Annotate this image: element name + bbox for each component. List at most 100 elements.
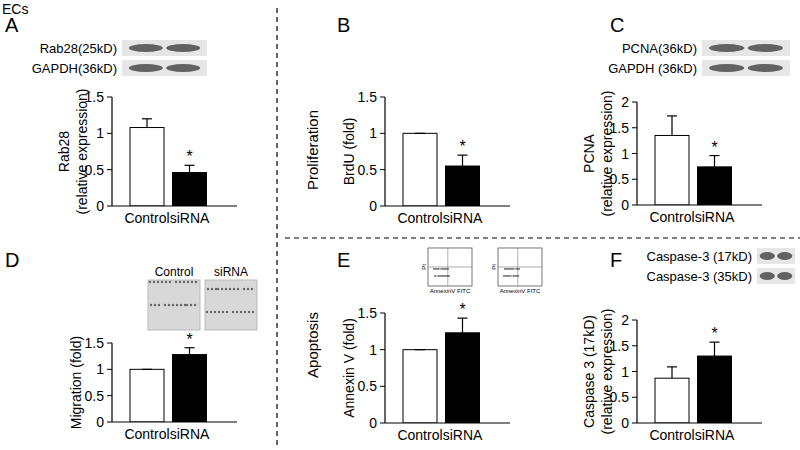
event-dot xyxy=(438,275,439,276)
marks xyxy=(403,133,480,206)
error-stem xyxy=(462,318,463,333)
bar xyxy=(655,378,689,423)
tick-mark xyxy=(107,343,112,344)
cell-dot xyxy=(154,304,156,306)
cell-dot xyxy=(195,281,197,283)
tick-mark xyxy=(107,169,112,170)
error-stem xyxy=(462,155,463,166)
event-dot xyxy=(506,268,507,269)
tick-label: 1.5 xyxy=(610,120,630,136)
quadrant-line xyxy=(428,267,472,268)
significance-mark: * xyxy=(186,148,192,165)
error-bar xyxy=(667,116,677,136)
event-dot xyxy=(448,275,449,276)
event-dot xyxy=(503,275,504,276)
axis-title: Annexin V (fold) xyxy=(341,318,357,418)
tick-mark xyxy=(380,313,385,314)
inset-axis-label: AnnexinV FITC xyxy=(500,288,541,294)
tick-label: 0 xyxy=(96,198,104,214)
event-dot xyxy=(438,275,439,276)
tick-label: 1.5 xyxy=(85,335,105,351)
cell-dot xyxy=(191,281,193,283)
tick-label: 1 xyxy=(621,146,629,162)
error-cap xyxy=(415,133,425,134)
error-stem xyxy=(671,367,672,378)
cell-dot xyxy=(244,311,246,313)
error-bar xyxy=(142,119,152,128)
tick-label: 0.5 xyxy=(358,378,378,394)
blot-lane xyxy=(757,268,795,284)
tick-label: 2 xyxy=(621,312,629,328)
flow-inset xyxy=(498,248,542,286)
bar xyxy=(173,355,207,422)
cell-dot xyxy=(252,311,254,313)
panel-letter: C xyxy=(610,14,624,36)
event-dot xyxy=(441,268,442,269)
event-dot xyxy=(434,275,435,276)
bar xyxy=(698,356,732,423)
marks xyxy=(403,318,480,423)
event-dot xyxy=(441,268,442,269)
event-dot xyxy=(442,275,443,276)
panel: CPCNA(36kD)GAPDH (36kD)PCNA(relative exp… xyxy=(581,14,790,225)
cell-dot xyxy=(247,288,249,290)
bar xyxy=(446,333,480,423)
tick-mark xyxy=(632,397,637,398)
tick-mark xyxy=(380,169,385,170)
tick-mark xyxy=(632,102,637,103)
panel-letter: B xyxy=(337,14,350,36)
tick-mark xyxy=(632,371,637,372)
significance-mark: * xyxy=(459,301,465,318)
cell-dot xyxy=(206,311,208,313)
event-dot xyxy=(514,268,515,269)
cell-dot xyxy=(243,288,245,290)
error-stem xyxy=(146,119,147,128)
error-bar xyxy=(142,369,152,370)
event-dot xyxy=(437,268,438,269)
tick-mark xyxy=(380,206,385,207)
axis-title: Migration (fold) xyxy=(68,336,84,429)
tick-mark xyxy=(107,369,112,370)
tick-mark xyxy=(107,133,112,134)
error-stem xyxy=(189,348,190,355)
blot-band xyxy=(129,64,163,72)
bar xyxy=(173,173,207,206)
error-bar xyxy=(458,155,468,166)
blot-band xyxy=(748,64,783,72)
section-label: Apoptosis xyxy=(304,312,321,378)
category-label: siRNA xyxy=(443,427,483,443)
tick-label: 2 xyxy=(621,94,629,110)
x-axis xyxy=(637,204,762,205)
cell-dot xyxy=(225,288,227,290)
tick-label: 1.5 xyxy=(358,89,378,105)
event-dot xyxy=(512,268,513,269)
blot-band xyxy=(129,44,163,52)
tick-label: 0 xyxy=(621,197,629,213)
blot-band xyxy=(166,44,200,52)
blot-lane xyxy=(122,40,207,56)
event-dot xyxy=(447,268,448,269)
bar xyxy=(130,128,164,206)
error-bar xyxy=(710,156,720,167)
inset-axis-label: AnnexinV FITC xyxy=(430,288,471,294)
error-stem xyxy=(714,342,715,356)
category-label: siRNA xyxy=(695,427,735,443)
cell-dot xyxy=(165,281,167,283)
cell-dot xyxy=(149,281,151,283)
cell-dot xyxy=(190,304,192,306)
cell-dot xyxy=(153,281,155,283)
error-cap xyxy=(667,115,677,116)
blot-label: GAPDH(36kD) xyxy=(32,61,117,76)
category-label: Control xyxy=(124,426,169,442)
event-dot xyxy=(435,268,436,269)
event-dot xyxy=(511,275,512,276)
error-bar xyxy=(415,133,425,134)
tick-mark xyxy=(107,97,112,98)
category-label: Control xyxy=(124,210,169,226)
event-dot xyxy=(509,275,510,276)
blot-label: Caspase-3 (17kD) xyxy=(647,249,753,264)
marks xyxy=(655,116,732,205)
event-dot xyxy=(443,268,444,269)
tick-mark xyxy=(380,97,385,98)
event-dot xyxy=(508,268,509,269)
